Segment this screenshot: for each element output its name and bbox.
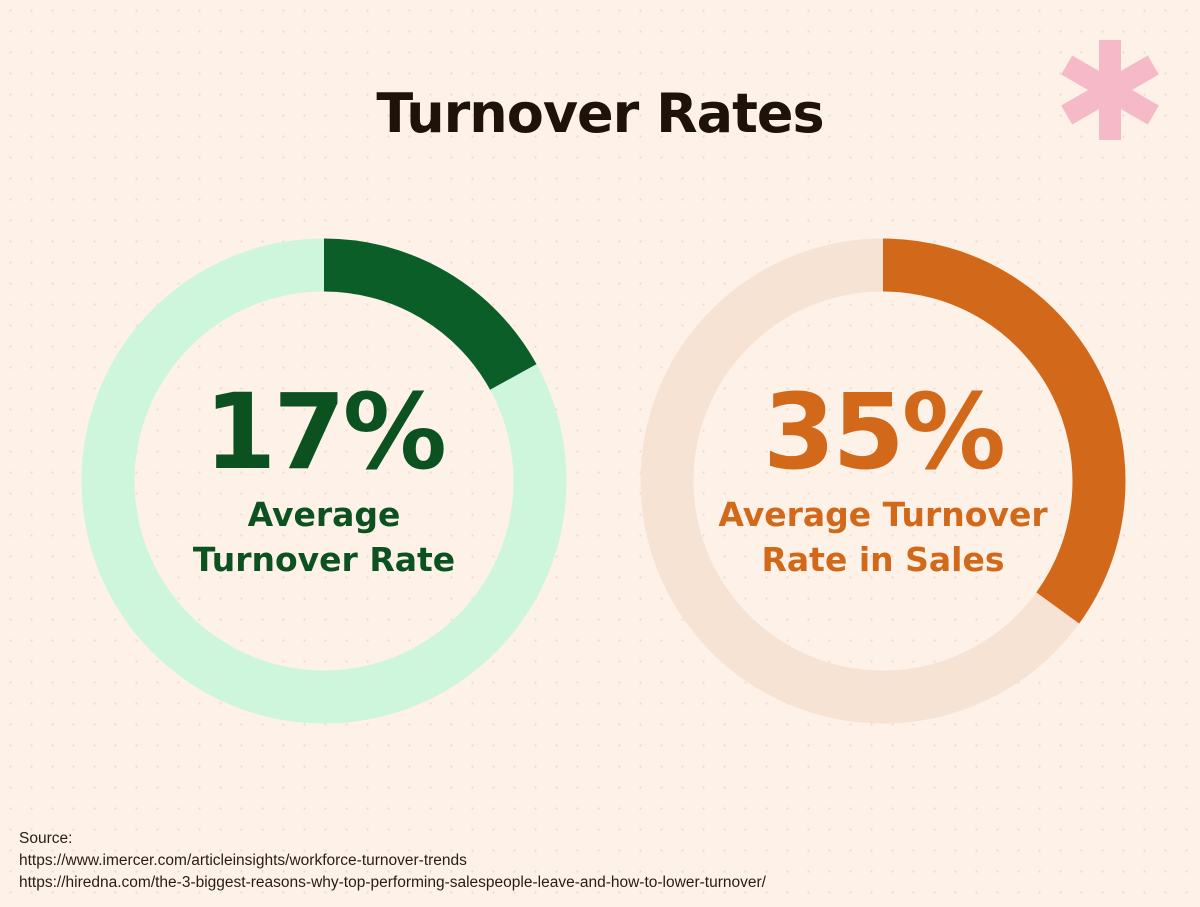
source-link[interactable]: https://www.imercer.com/articleinsights/… bbox=[19, 852, 467, 869]
donut-caption-line: Turnover Rate bbox=[192, 540, 456, 579]
donut-arc-turnover bbox=[323, 238, 537, 391]
donut-caption-sales: Average Turnover Rate in Sales bbox=[703, 492, 1063, 582]
page-title: Turnover Rates bbox=[376, 82, 824, 145]
donut-label-turnover: 17% Average Turnover Rate bbox=[144, 380, 504, 582]
donut-caption-line: Rate in Sales bbox=[761, 540, 1005, 579]
donut-arc-sales bbox=[882, 238, 1126, 624]
asterisk-icon bbox=[1061, 40, 1159, 140]
donut-label-sales: 35% Average Turnover Rate in Sales bbox=[703, 380, 1063, 582]
donut-caption-turnover: Average Turnover Rate bbox=[144, 492, 504, 582]
source-link[interactable]: https://hiredna.com/the-3-biggest-reason… bbox=[19, 874, 766, 891]
donut-value-sales: 35% bbox=[763, 371, 1006, 493]
source-notes: Source: https://www.imercer.com/articlei… bbox=[19, 828, 766, 894]
source-label: Source: bbox=[19, 830, 73, 847]
asterisk-arm bbox=[1061, 55, 1159, 125]
donut-caption-line: Average Turnover bbox=[718, 495, 1048, 534]
donut-caption-line: Average bbox=[247, 495, 401, 534]
donut-value-turnover: 17% bbox=[204, 371, 447, 493]
